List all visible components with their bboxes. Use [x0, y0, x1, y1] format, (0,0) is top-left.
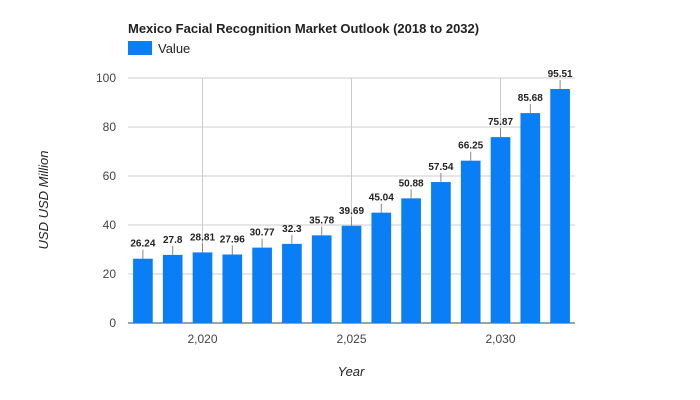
y-axis-title: USD USD Million [36, 151, 51, 250]
bar[interactable] [431, 182, 451, 323]
y-tick-label: 0 [109, 316, 116, 330]
data-labels: 26.24 27.8 28.81 27.96 30.77 32.3 35.78 39.69 45… [130, 69, 573, 259]
data-label: 27.96 [220, 234, 245, 245]
y-tick-label: 60 [103, 169, 117, 183]
y-tick-label: 20 [103, 267, 117, 281]
x-tick-label: 2,025 [336, 332, 366, 346]
data-label: 35.78 [309, 215, 334, 226]
data-label: 85.68 [518, 93, 543, 104]
bar[interactable] [282, 243, 302, 323]
bar[interactable] [222, 254, 243, 323]
data-label: 75.87 [488, 117, 513, 128]
data-label: 95.51 [548, 69, 573, 80]
data-label: 57.54 [428, 162, 453, 173]
bar[interactable] [162, 254, 183, 323]
bar[interactable] [520, 113, 541, 323]
x-tick-label: 2,030 [485, 332, 515, 346]
data-label: 26.24 [130, 239, 155, 250]
bar[interactable] [550, 89, 570, 323]
bar[interactable] [371, 212, 392, 323]
bar[interactable] [341, 225, 362, 323]
y-tick-label: 40 [103, 218, 117, 232]
data-label: 32.3 [282, 224, 302, 235]
data-label: 30.77 [250, 228, 275, 239]
legend-swatch [128, 41, 152, 55]
bar[interactable] [401, 198, 421, 323]
x-axis-title: Year [338, 364, 365, 379]
bar[interactable] [460, 160, 481, 323]
x-tick-label: 2,020 [187, 332, 217, 346]
y-tick-label: 100 [96, 71, 116, 85]
bar[interactable] [192, 252, 213, 323]
y-axis-ticks: 0 20 40 60 80 100 [96, 71, 116, 330]
data-label: 66.25 [458, 141, 483, 152]
bar[interactable] [490, 137, 511, 323]
data-label: 50.88 [399, 178, 424, 189]
bar[interactable] [133, 258, 153, 323]
bars [133, 89, 570, 323]
bar[interactable] [311, 235, 332, 323]
data-label: 27.8 [163, 235, 183, 246]
data-label: 28.81 [190, 232, 215, 243]
legend-label[interactable]: Value [158, 41, 190, 56]
bar[interactable] [252, 247, 272, 323]
y-tick-label: 80 [103, 120, 117, 134]
x-axis-ticks: 2,020 2,025 2,030 [187, 332, 515, 346]
chart-title: Mexico Facial Recognition Market Outlook… [128, 21, 479, 36]
data-label: 45.04 [369, 193, 394, 204]
data-label: 39.69 [339, 206, 364, 217]
